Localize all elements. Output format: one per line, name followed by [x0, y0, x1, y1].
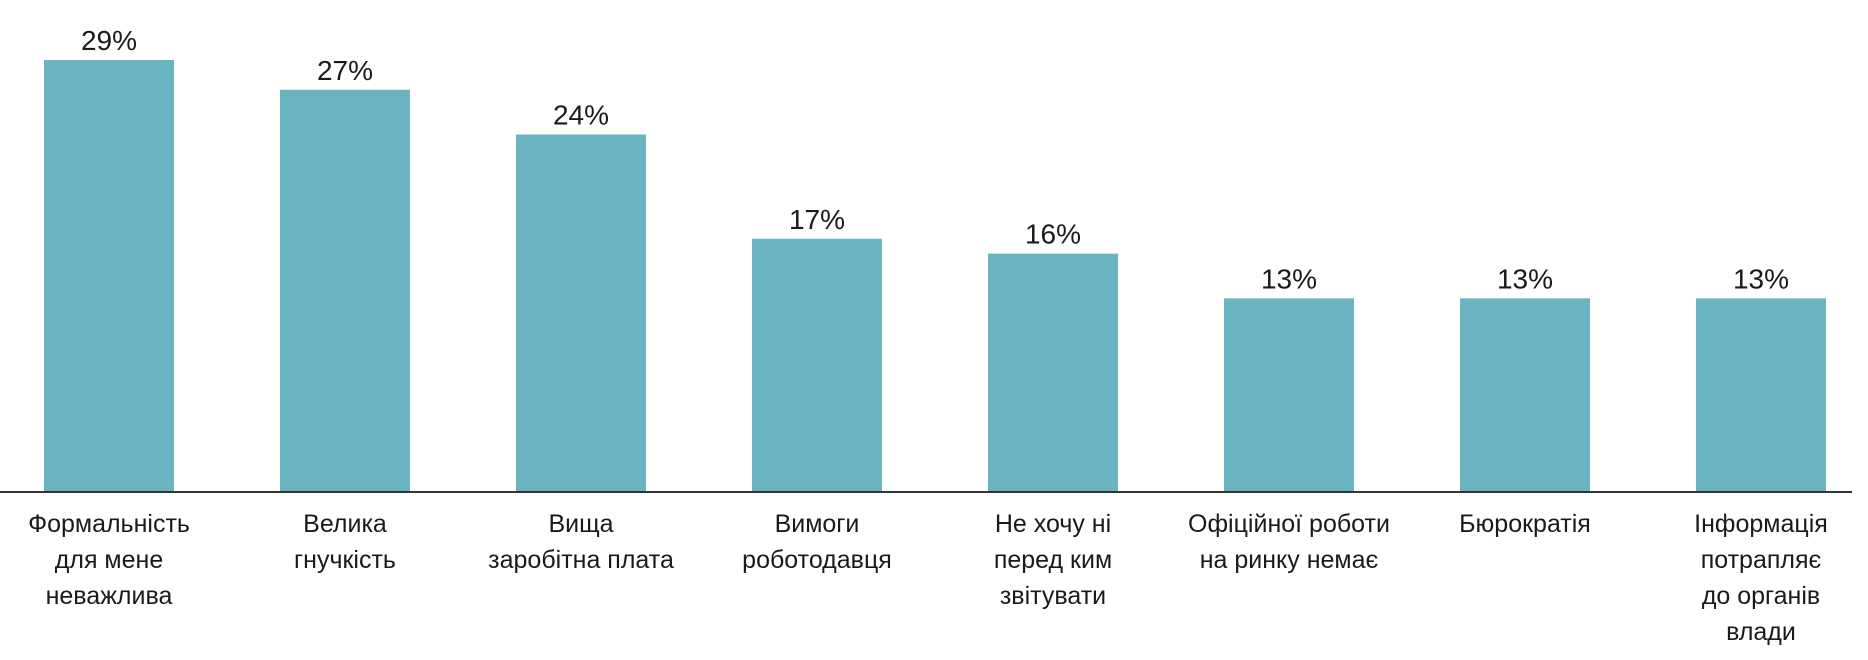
category-label-line: Офіційної роботи [1188, 510, 1390, 538]
category-label-line: Бюрократія [1459, 510, 1591, 538]
category-label-line: заробітна плата [488, 546, 674, 574]
category-label-2: Велика гнучкість [294, 510, 396, 574]
bar-1 [44, 60, 174, 492]
category-label-8: Інформація потрапляє до органів влади [1694, 510, 1828, 646]
category-label-line: потрапляє [1701, 546, 1822, 574]
category-labels-group: Формальність для мене неважлива Велика гнучк… [28, 510, 1828, 646]
category-label-line: Вища [548, 510, 613, 538]
value-label-1: 29% [81, 25, 137, 56]
category-label-line: звітувати [1000, 582, 1106, 610]
value-label-2: 27% [317, 55, 373, 86]
category-label-line: на ринку немає [1200, 546, 1379, 574]
category-label-line: Велика [303, 510, 387, 538]
bar-8 [1696, 298, 1826, 492]
category-label-line: роботодавця [742, 546, 892, 574]
value-label-3: 24% [553, 99, 609, 130]
value-label-6: 13% [1261, 263, 1317, 294]
category-label-line: перед ким [994, 546, 1112, 574]
bar-2 [280, 89, 410, 493]
category-label-6: Офіційної роботи на ринку немає [1188, 510, 1390, 574]
value-label-4: 17% [789, 204, 845, 235]
bar-4 [752, 238, 882, 492]
category-label-line: для мене [55, 546, 163, 574]
value-label-8: 13% [1733, 263, 1789, 294]
bar-3 [516, 134, 646, 492]
category-label-1: Формальність для мене неважлива [28, 510, 190, 610]
bars-group [44, 60, 1826, 493]
category-label-4: Вимоги роботодавця [742, 510, 892, 574]
bar-5 [988, 253, 1118, 492]
value-labels-group: 29% 27% 24% 17% 16% 13% 13% 13% [81, 25, 1789, 294]
category-label-line: Не хочу ні [995, 510, 1111, 538]
category-label-line: влади [1726, 618, 1796, 646]
category-label-7: Бюрократія [1459, 510, 1591, 538]
category-label-line: Інформація [1694, 510, 1828, 538]
category-label-line: Формальність [28, 510, 190, 538]
bar-6 [1224, 298, 1354, 492]
category-label-line: до органів [1702, 582, 1820, 610]
bar-7 [1460, 298, 1590, 492]
category-label-line: Вимоги [775, 510, 860, 538]
value-label-7: 13% [1497, 263, 1553, 294]
value-label-5: 16% [1025, 219, 1081, 250]
category-label-line: гнучкість [294, 546, 396, 574]
category-label-5: Не хочу ні перед ким звітувати [994, 510, 1112, 610]
category-label-line: неважлива [46, 582, 173, 610]
category-label-3: Вища заробітна плата [488, 510, 674, 574]
